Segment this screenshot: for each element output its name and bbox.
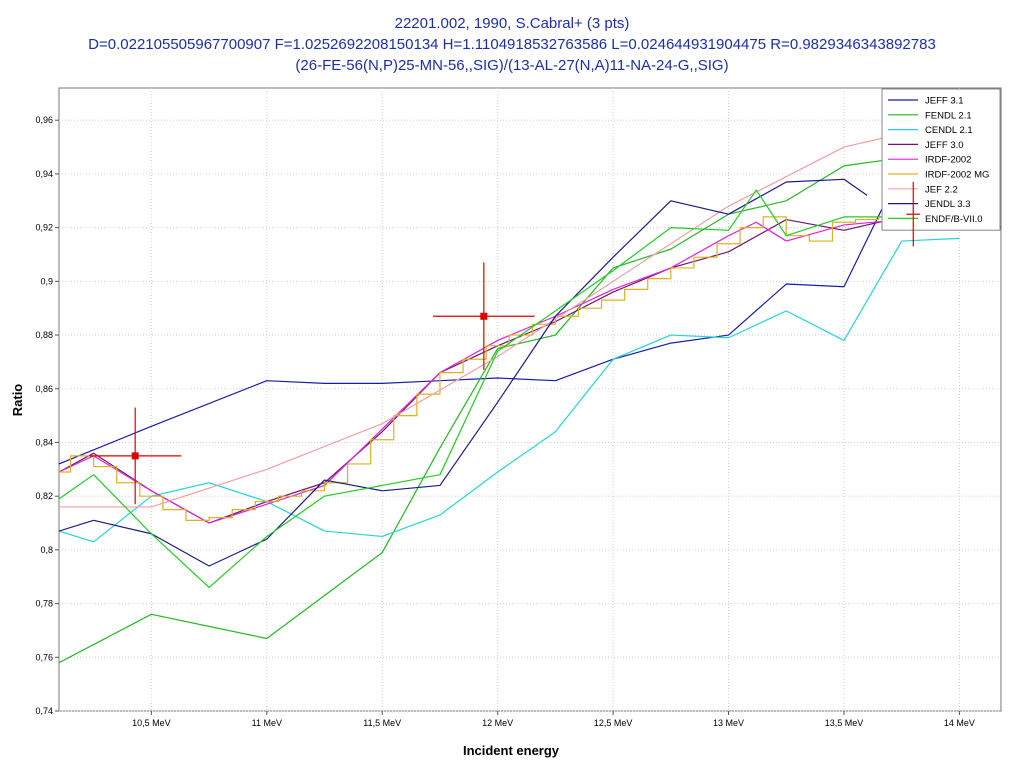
legend-label-fendl-2-1: FENDL 2.1 <box>925 110 972 121</box>
x-tick-label: 10,5 MeV <box>132 718 171 728</box>
series-line-jeff-3-1 <box>59 167 1001 465</box>
measurement-marker <box>480 312 488 320</box>
chart-title-line-2: D=0.022105505967700907 F=1.0252692208150… <box>88 36 936 53</box>
x-tick-label: 12,5 MeV <box>594 718 633 728</box>
y-tick-label: 0,92 <box>35 223 53 233</box>
y-tick-label: 0,8 <box>40 545 53 555</box>
measurement-point <box>433 262 535 370</box>
series-line-irdf-2002-mg <box>59 216 902 521</box>
y-tick-label: 0,74 <box>35 706 53 716</box>
series-lines <box>59 119 1001 664</box>
y-tick-label: 0,9 <box>40 276 53 286</box>
series-line-cendl-2-1 <box>59 237 960 543</box>
y-tick-label: 0,94 <box>35 169 53 179</box>
x-tick-label: 11 MeV <box>252 718 282 728</box>
measurement-points <box>89 181 921 505</box>
chart-title-line-3: (26-FE-56(N,P)25-MN-56,,SIG)/(13-AL-27(N… <box>295 57 728 74</box>
x-tick-label: 13 MeV <box>713 718 744 728</box>
y-tick-label: 0,86 <box>35 384 53 394</box>
plot-area <box>58 87 1002 712</box>
legend: JEFF 3.1 FENDL 2.1 CENDL 2.1 JEFF 3.0 IRDF-2… <box>881 88 1001 231</box>
series-line-irdf-2002 <box>59 218 902 524</box>
legend-label-irdf-2002: IRDF-2002 <box>925 155 971 166</box>
axis-ticks: 0,74 0,76 0,78 0,8 0,82 0,84 0,86 0,88 0,9 0,92 0,… <box>35 115 974 728</box>
chart-title-line-1: 22201.002, 1990, S.Cabral+ (3 pts) <box>395 15 630 32</box>
series-line-jendl-3-3 <box>59 178 868 567</box>
y-tick-label: 0,78 <box>35 599 53 609</box>
x-tick-label: 11,5 MeV <box>363 718 401 728</box>
legend-label-irdf-2002-mg: IRDF-2002 MG <box>925 170 989 181</box>
legend-label-jeff-3-1: JEFF 3.1 <box>925 96 964 107</box>
legend-label-cendl-2-1: CENDL 2.1 <box>925 125 973 136</box>
measurement-marker <box>131 452 139 460</box>
grid-lines <box>59 88 1001 712</box>
legend-label-jef-2-2: JEF 2.2 <box>925 184 958 195</box>
series-line-jef-2-2 <box>59 119 960 508</box>
measurement-point <box>89 407 182 505</box>
series-line-endf-b-vii-0 <box>59 189 960 589</box>
x-tick-label: 13,5 MeV <box>825 718 864 728</box>
legend-label-endf-b-vii-0: ENDF/B-VII.0 <box>925 214 983 225</box>
legend-label-jeff-3-0: JEFF 3.0 <box>925 140 964 151</box>
y-tick-label: 0,88 <box>35 330 53 340</box>
measurement-point <box>906 181 921 247</box>
series-line-fendl-2-1 <box>59 151 960 664</box>
legend-label-jendl-3-3: JENDL 3.3 <box>925 199 971 210</box>
y-axis-label: Ratio <box>10 384 25 417</box>
y-tick-label: 0,96 <box>35 115 53 125</box>
y-tick-label: 0,76 <box>35 652 53 662</box>
y-tick-label: 0,84 <box>35 437 53 447</box>
chart-title: 22201.002, 1990, S.Cabral+ (3 pts) D=0.0… <box>88 15 936 74</box>
x-tick-label: 14 MeV <box>944 718 975 728</box>
y-tick-label: 0,82 <box>35 491 53 501</box>
x-axis-label: Incident energy <box>463 743 560 758</box>
x-tick-label: 12 MeV <box>482 718 513 728</box>
